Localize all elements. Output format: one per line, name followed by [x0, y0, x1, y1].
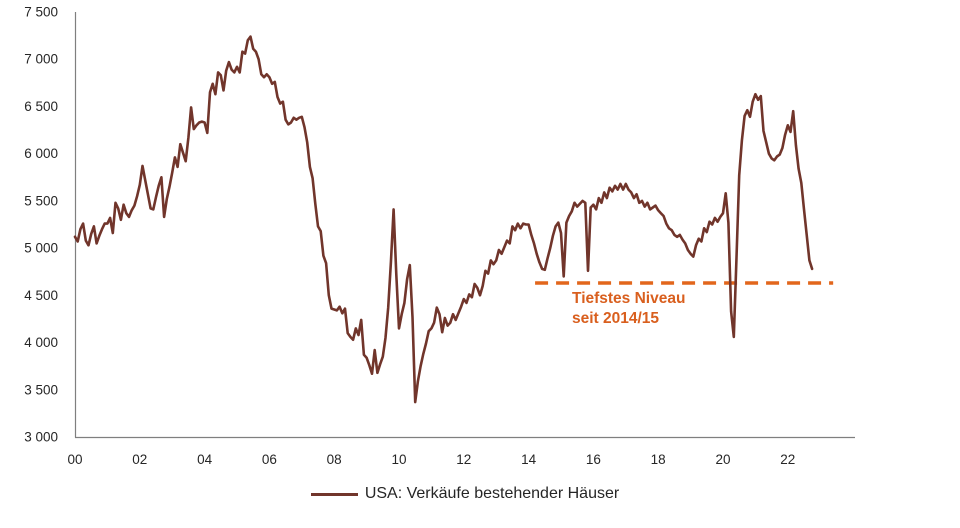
existing-home-sales-line: [73, 35, 814, 404]
x-tick-label: 18: [651, 452, 666, 467]
y-tick-label: 3 500: [24, 382, 58, 397]
annotation-line-2: seit 2014/15: [572, 310, 660, 327]
x-tick-label: 04: [197, 452, 213, 467]
series-line-group: [73, 35, 814, 404]
x-tick-label: 00: [67, 452, 82, 467]
x-tick-label: 08: [327, 452, 342, 467]
x-tick-label: 10: [391, 452, 406, 467]
y-tick-label: 7 500: [24, 5, 58, 20]
x-tick-label: 02: [132, 452, 147, 467]
axes: [74, 12, 855, 439]
y-tick-label: 4 500: [24, 288, 58, 303]
annotation-text: Tiefstes Niveau seit 2014/15: [572, 289, 685, 329]
y-axis-labels: 3 000 3 500 4 000 4 500 5 000 5 500 6 000 6 500…: [24, 5, 58, 445]
y-tick-label: 3 000: [24, 430, 58, 445]
x-tick-label: 20: [715, 452, 730, 467]
x-tick-label: 16: [586, 452, 601, 467]
legend-line-swatch: [310, 492, 358, 496]
annotation-line-1: Tiefstes Niveau: [572, 290, 686, 307]
x-tick-label: 22: [780, 452, 795, 467]
y-tick-label: 5 500: [24, 193, 58, 208]
y-tick-label: 4 000: [24, 335, 58, 350]
legend-label: USA: Verkäufe bestehender Häuser: [364, 485, 620, 502]
legend: USA: Verkäufe bestehender Häuser: [75, 485, 855, 503]
y-tick-label: 6 500: [24, 99, 58, 114]
x-tick-label: 12: [456, 452, 471, 467]
x-tick-label: 14: [521, 452, 537, 467]
y-tick-label: 7 000: [24, 52, 58, 67]
y-tick-label: 6 000: [24, 146, 58, 161]
y-tick-label: 5 000: [24, 241, 58, 256]
x-tick-label: 06: [262, 452, 277, 467]
x-axis-labels: 00 02 04 06 08 10 12 14 16 18 20 22: [67, 452, 795, 467]
